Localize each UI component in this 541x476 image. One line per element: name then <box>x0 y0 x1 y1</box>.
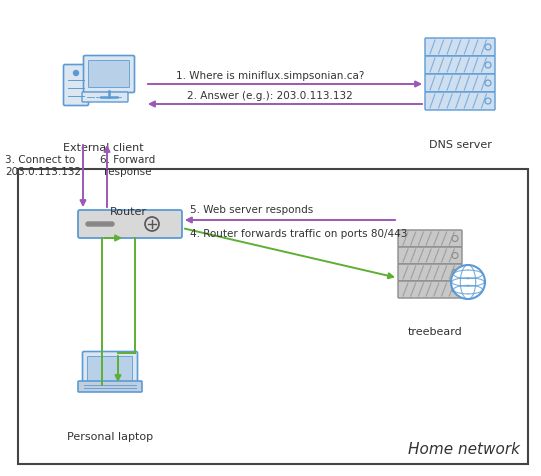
Text: treebeard: treebeard <box>407 327 463 336</box>
Circle shape <box>99 223 103 227</box>
Circle shape <box>451 266 485 299</box>
Circle shape <box>88 223 92 227</box>
FancyBboxPatch shape <box>398 265 462 281</box>
Text: DNS server: DNS server <box>428 140 491 149</box>
FancyBboxPatch shape <box>78 210 182 238</box>
Text: Router: Router <box>110 207 147 217</box>
Circle shape <box>86 223 90 227</box>
Circle shape <box>110 223 114 227</box>
Circle shape <box>95 223 98 227</box>
Text: 2. Answer (e.g.): 203.0.113.132: 2. Answer (e.g.): 203.0.113.132 <box>187 91 353 101</box>
FancyBboxPatch shape <box>18 169 528 464</box>
Text: External client: External client <box>63 143 143 153</box>
FancyBboxPatch shape <box>83 56 135 93</box>
FancyBboxPatch shape <box>425 93 495 111</box>
FancyBboxPatch shape <box>425 39 495 57</box>
Text: 3. Connect to
203.0.113.132: 3. Connect to 203.0.113.132 <box>5 155 81 176</box>
Text: 4. Router forwards traffic on ports 80/443: 4. Router forwards traffic on ports 80/4… <box>190 228 407 238</box>
Text: 5. Web server responds: 5. Web server responds <box>190 205 313 215</box>
Circle shape <box>103 223 108 227</box>
Text: Home network: Home network <box>408 441 520 456</box>
Text: 1. Where is miniflux.simpsonian.ca?: 1. Where is miniflux.simpsonian.ca? <box>176 71 364 81</box>
Circle shape <box>74 71 78 76</box>
FancyBboxPatch shape <box>89 61 129 89</box>
FancyBboxPatch shape <box>425 57 495 75</box>
FancyBboxPatch shape <box>82 93 128 103</box>
Circle shape <box>93 223 96 227</box>
FancyBboxPatch shape <box>82 352 137 387</box>
Circle shape <box>90 223 94 227</box>
FancyBboxPatch shape <box>398 230 462 248</box>
FancyBboxPatch shape <box>398 281 462 298</box>
FancyBboxPatch shape <box>425 75 495 93</box>
Text: 6. Forward
response: 6. Forward response <box>100 155 155 176</box>
Text: Personal laptop: Personal laptop <box>67 431 153 441</box>
Circle shape <box>101 223 105 227</box>
FancyBboxPatch shape <box>88 357 133 382</box>
FancyBboxPatch shape <box>398 248 462 265</box>
Circle shape <box>105 223 110 227</box>
FancyBboxPatch shape <box>63 65 89 106</box>
Circle shape <box>97 223 101 227</box>
Circle shape <box>108 223 112 227</box>
FancyBboxPatch shape <box>78 381 142 392</box>
